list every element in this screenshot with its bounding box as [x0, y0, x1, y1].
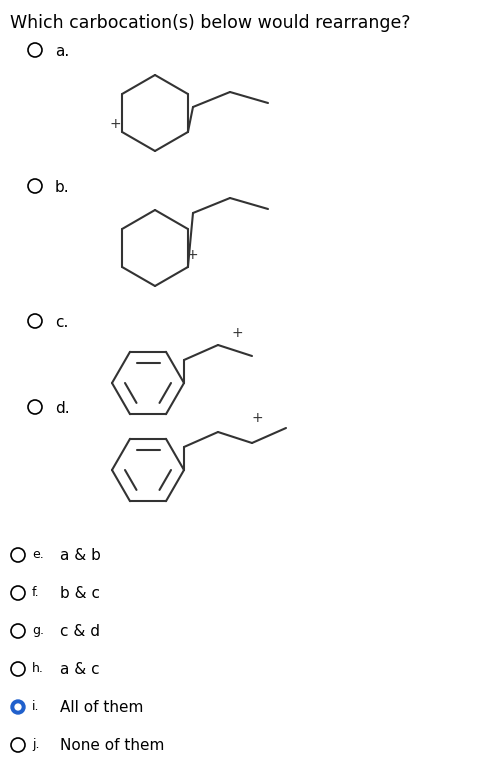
- Circle shape: [28, 400, 42, 414]
- Circle shape: [28, 314, 42, 328]
- Text: j.: j.: [32, 738, 40, 751]
- Circle shape: [11, 586, 25, 600]
- Text: e.: e.: [32, 548, 44, 561]
- Text: c.: c.: [55, 315, 69, 330]
- Text: i.: i.: [32, 700, 40, 713]
- Circle shape: [11, 548, 25, 562]
- Text: +: +: [186, 248, 198, 262]
- Text: Which carbocation(s) below would rearrange?: Which carbocation(s) below would rearran…: [10, 14, 411, 32]
- Circle shape: [28, 179, 42, 193]
- Text: +: +: [231, 326, 243, 340]
- Circle shape: [15, 704, 21, 710]
- Circle shape: [11, 738, 25, 752]
- Text: f.: f.: [32, 586, 40, 599]
- Text: a & b: a & b: [60, 548, 101, 563]
- Circle shape: [11, 700, 25, 714]
- Circle shape: [11, 624, 25, 638]
- Text: h.: h.: [32, 662, 44, 675]
- Text: +: +: [251, 411, 263, 425]
- Text: All of them: All of them: [60, 700, 144, 715]
- Circle shape: [11, 662, 25, 676]
- Text: b & c: b & c: [60, 586, 100, 601]
- Text: c & d: c & d: [60, 624, 100, 639]
- Text: a & c: a & c: [60, 662, 99, 677]
- Text: g.: g.: [32, 624, 44, 637]
- Text: b.: b.: [55, 180, 70, 195]
- Text: +: +: [109, 117, 121, 131]
- Text: d.: d.: [55, 401, 70, 416]
- Circle shape: [28, 43, 42, 57]
- Text: None of them: None of them: [60, 738, 164, 753]
- Text: a.: a.: [55, 44, 69, 59]
